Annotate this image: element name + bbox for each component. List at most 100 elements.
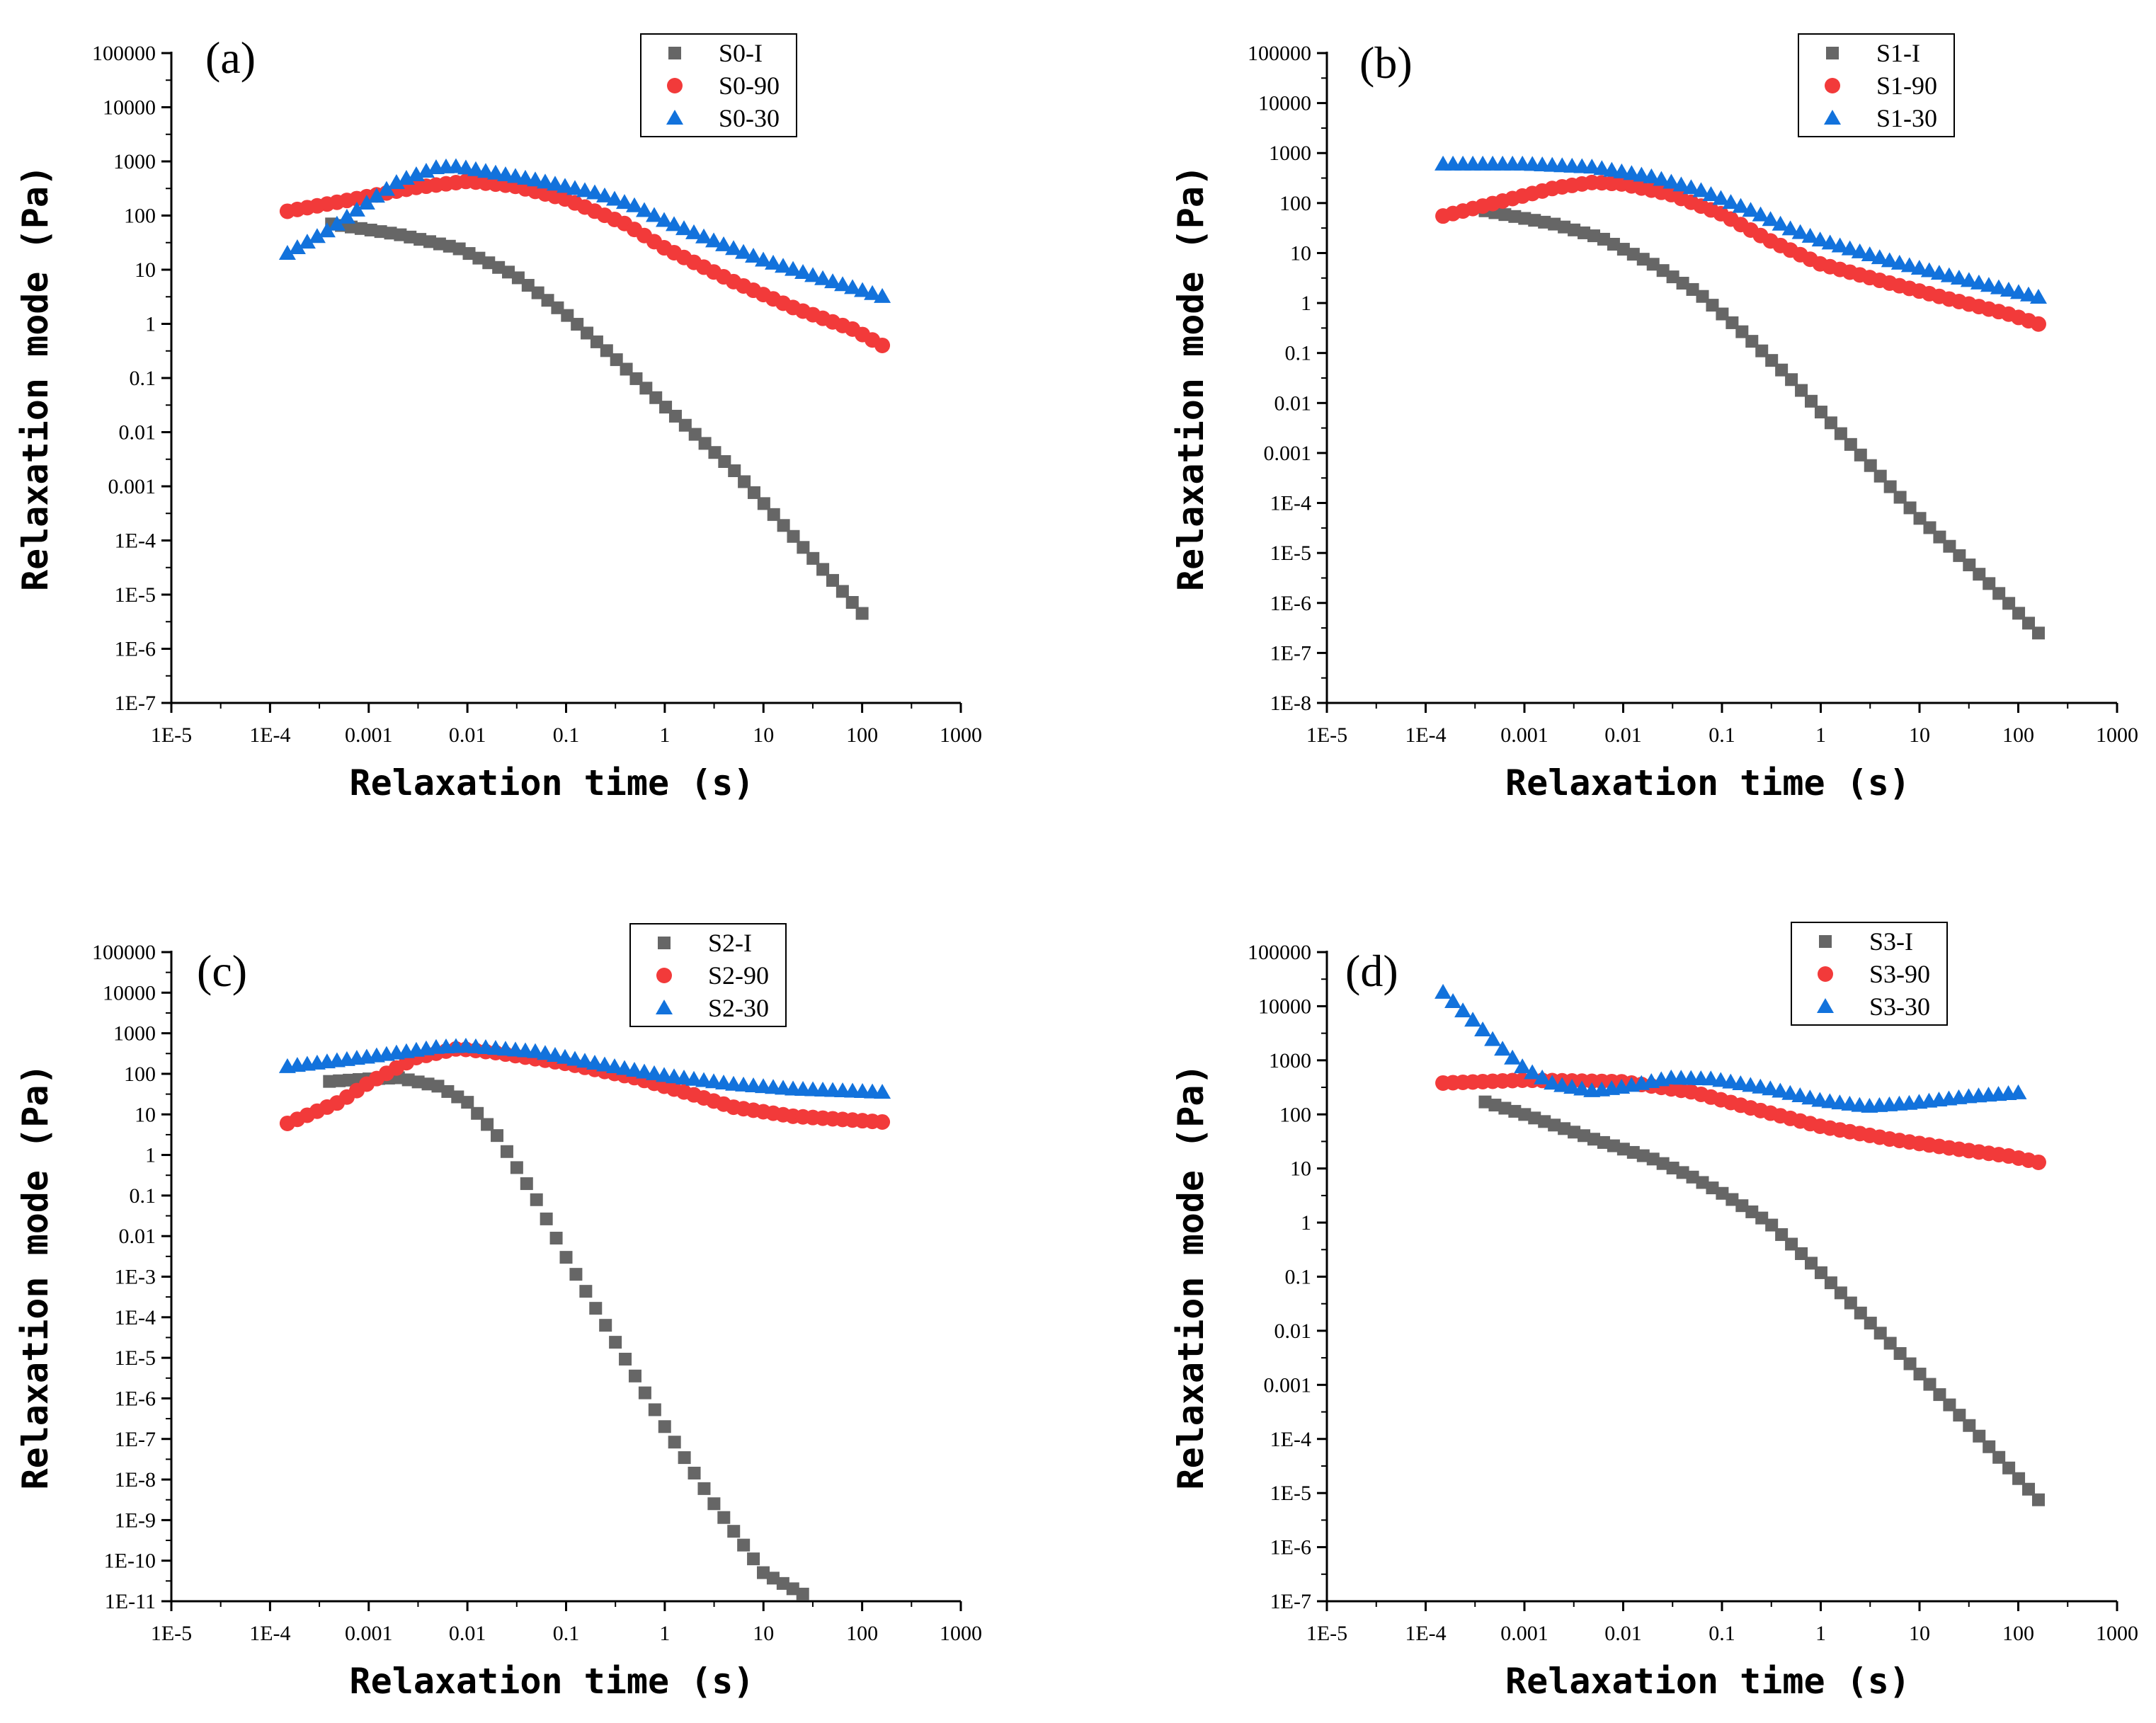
data-point xyxy=(1666,1162,1679,1175)
data-point xyxy=(1923,1378,1937,1391)
data-point xyxy=(766,1572,780,1585)
data-point xyxy=(2012,607,2026,620)
legend-marker xyxy=(656,1000,673,1014)
data-point xyxy=(1893,1347,1907,1361)
x-tick-label: 1E-4 xyxy=(249,1622,290,1645)
y-tick-label: 1 xyxy=(145,313,156,336)
y-tick-label: 10 xyxy=(1290,1157,1311,1181)
legend-label: S3-30 xyxy=(1869,992,1930,1021)
data-point xyxy=(1814,406,1827,419)
data-point xyxy=(1742,1077,1759,1092)
series-S1-30 xyxy=(1435,155,2047,304)
y-tick-label: 100000 xyxy=(1248,42,1311,65)
y-tick-label: 1E-4 xyxy=(115,530,156,553)
x-tick-label: 100 xyxy=(2002,723,2034,747)
data-point xyxy=(457,159,474,175)
y-tick-label: 10000 xyxy=(103,96,156,120)
data-point xyxy=(2031,626,2045,640)
y-tick-label: 1E-9 xyxy=(115,1509,156,1532)
data-point xyxy=(520,1177,533,1191)
data-point xyxy=(2031,1493,2045,1506)
data-point xyxy=(1933,530,1946,544)
data-point xyxy=(705,1073,723,1089)
data-point xyxy=(636,202,654,217)
data-point xyxy=(717,1511,731,1524)
data-point xyxy=(1573,1080,1591,1096)
data-point xyxy=(451,1090,464,1104)
data-point xyxy=(1910,259,1928,275)
data-point xyxy=(1893,491,1907,504)
legend-marker xyxy=(1826,47,1839,59)
data-point xyxy=(344,220,358,234)
data-point xyxy=(1616,1143,1630,1156)
y-tick-label: 100 xyxy=(1279,192,1311,215)
legend: S2-I S2-90 S2-30 xyxy=(629,923,787,1027)
data-point xyxy=(845,595,859,609)
data-point xyxy=(556,178,574,193)
data-point xyxy=(1616,243,1630,256)
data-point xyxy=(1920,262,1938,277)
data-point xyxy=(1607,1139,1620,1152)
data-point xyxy=(1963,1419,1976,1432)
data-point xyxy=(1656,1157,1670,1170)
x-axis-title: Relaxation time (s) xyxy=(350,762,755,803)
y-tick-label: 100 xyxy=(124,205,156,228)
data-point xyxy=(1435,983,1452,999)
data-point xyxy=(1444,993,1462,1009)
data-point xyxy=(1568,1126,1581,1139)
x-tick-label: 1E-4 xyxy=(249,723,290,747)
data-point xyxy=(765,254,782,270)
data-point xyxy=(619,1352,632,1366)
series-S3-I xyxy=(1478,1095,2045,1506)
data-point xyxy=(491,1129,504,1143)
data-point xyxy=(874,1114,891,1130)
data-point xyxy=(1696,1176,1709,1189)
data-point xyxy=(616,1060,634,1075)
data-point xyxy=(646,207,663,222)
data-point xyxy=(1538,215,1551,229)
x-tick-label: 0.001 xyxy=(345,723,393,747)
data-point xyxy=(2030,316,2046,332)
data-point xyxy=(1765,354,1779,367)
x-axis-title: Relaxation time (s) xyxy=(1505,1661,1910,1702)
data-point xyxy=(1597,1135,1610,1149)
x-tick-label: 1E-5 xyxy=(1306,1622,1347,1645)
data-point xyxy=(707,1497,721,1511)
data-point xyxy=(1864,459,1877,472)
y-tick-label: 10 xyxy=(135,1103,156,1126)
data-point xyxy=(1913,512,1927,525)
panel-label: (a) xyxy=(205,33,256,83)
y-tick-label: 1E-8 xyxy=(115,1468,156,1492)
data-point xyxy=(1785,373,1798,387)
data-point xyxy=(656,212,673,227)
legend-label: S1-30 xyxy=(1876,104,1937,132)
x-tick-label: 0.001 xyxy=(345,1622,393,1645)
data-point xyxy=(1583,159,1601,174)
data-point xyxy=(1854,1306,1867,1320)
data-point xyxy=(2022,617,2036,630)
data-point xyxy=(1841,1095,1859,1111)
data-point xyxy=(666,216,683,231)
data-point xyxy=(844,279,862,294)
data-point xyxy=(1795,384,1808,397)
y-tick-label: 1E-7 xyxy=(115,1428,156,1451)
x-tick-label: 1000 xyxy=(940,723,982,747)
data-point xyxy=(705,232,723,248)
data-point xyxy=(1762,211,1779,227)
data-point xyxy=(787,530,800,543)
data-point xyxy=(1801,227,1819,243)
data-point xyxy=(1801,1089,1819,1105)
data-point xyxy=(581,326,594,340)
data-point xyxy=(1752,206,1769,222)
data-point xyxy=(1706,299,1719,312)
data-point xyxy=(472,251,486,265)
data-point xyxy=(541,294,554,307)
data-point xyxy=(725,240,743,256)
data-point xyxy=(1603,161,1621,177)
data-point xyxy=(727,1525,741,1538)
data-point xyxy=(1772,215,1789,231)
data-point xyxy=(521,279,535,292)
legend-marker xyxy=(1824,110,1841,125)
data-point xyxy=(1871,249,1888,265)
data-point xyxy=(776,1576,789,1590)
